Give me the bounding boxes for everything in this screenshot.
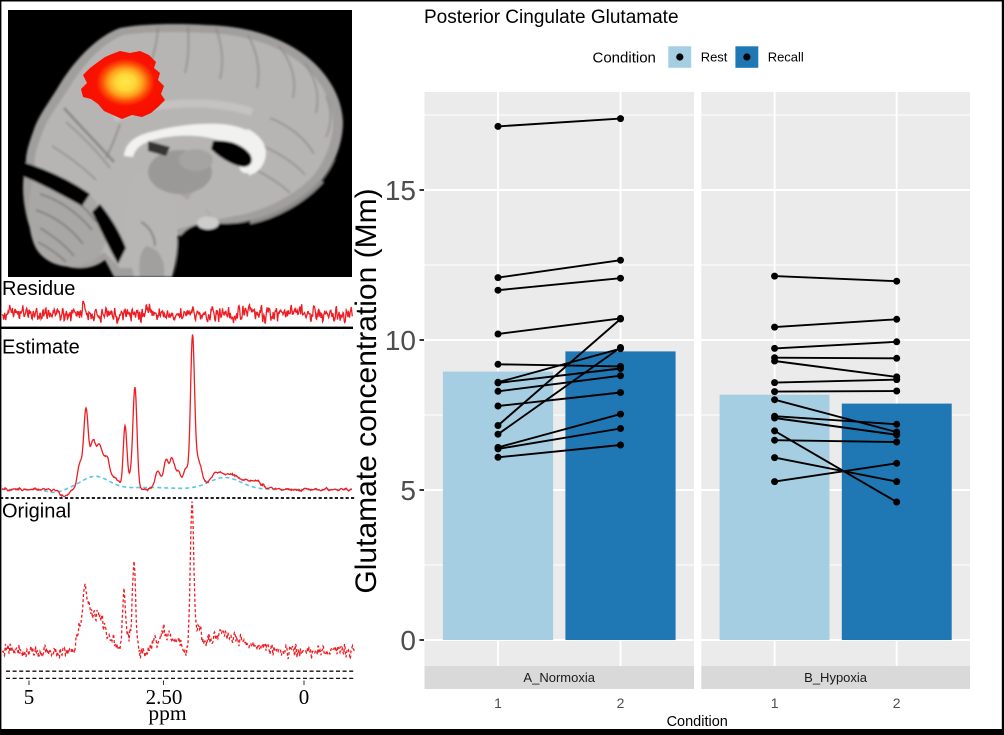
svg-text:10: 10 (385, 325, 416, 356)
svg-text:2.50: 2.50 (146, 685, 183, 709)
svg-text:0: 0 (299, 685, 310, 709)
svg-text:0: 0 (400, 625, 416, 656)
svg-text:Posterior Cingulate Glutamate: Posterior Cingulate Glutamate (424, 7, 679, 28)
svg-text:Original: Original (2, 501, 71, 523)
svg-text:ppm: ppm (148, 701, 187, 725)
svg-text:Condition: Condition (593, 50, 656, 67)
svg-text:1: 1 (494, 695, 502, 711)
svg-text:Estimate: Estimate (2, 337, 80, 359)
svg-text:2: 2 (893, 695, 901, 711)
svg-text:Residue: Residue (2, 278, 75, 300)
svg-text:Rest: Rest (701, 50, 728, 65)
svg-text:2: 2 (617, 695, 625, 711)
svg-text:1: 1 (771, 695, 779, 711)
svg-text:15: 15 (385, 175, 416, 206)
svg-text:A_Normoxia: A_Normoxia (523, 670, 595, 685)
svg-text:Condition: Condition (667, 714, 728, 730)
svg-text:Recall: Recall (768, 50, 804, 65)
svg-text:5: 5 (400, 475, 416, 506)
svg-text:5: 5 (24, 685, 35, 709)
svg-text:Glutamate concentration (Mm): Glutamate concentration (Mm) (350, 188, 383, 593)
svg-text:B_Hypoxia: B_Hypoxia (804, 670, 868, 685)
